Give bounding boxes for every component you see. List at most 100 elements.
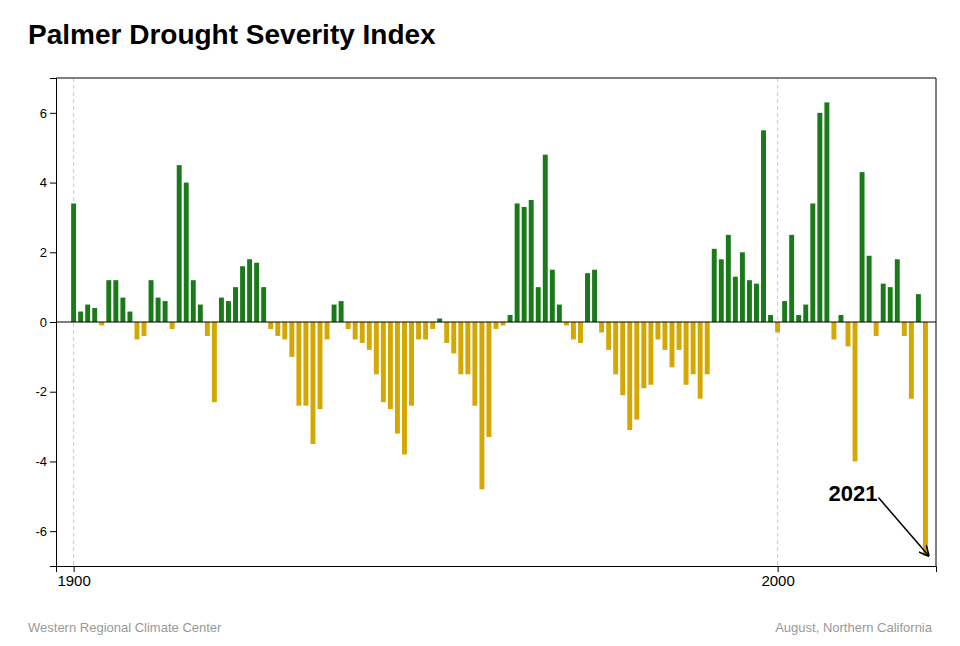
bar <box>501 322 506 325</box>
bar <box>620 322 625 395</box>
bar <box>254 263 259 322</box>
bar <box>437 319 442 322</box>
bar <box>177 165 182 322</box>
bar <box>726 235 731 322</box>
bar <box>353 322 358 339</box>
bar <box>712 249 717 322</box>
bar <box>339 301 344 322</box>
bar <box>332 305 337 322</box>
tick: 4 <box>40 175 56 190</box>
bar <box>170 322 175 329</box>
bar <box>458 322 463 374</box>
frame <box>936 78 937 566</box>
tick-mark <box>50 531 56 532</box>
bar <box>120 298 125 322</box>
x-axis: 19002000 <box>57 566 937 589</box>
bar <box>775 322 780 332</box>
source: Western Regional Climate Center <box>28 620 222 635</box>
bar <box>268 322 273 329</box>
bar <box>705 322 710 374</box>
bar <box>867 256 872 322</box>
bar <box>803 305 808 322</box>
bar <box>860 172 865 322</box>
bar <box>106 280 111 322</box>
bar <box>423 322 428 339</box>
bar <box>662 322 667 350</box>
bar <box>838 315 843 322</box>
bar <box>381 322 386 402</box>
bar <box>134 322 139 339</box>
bar <box>789 235 794 322</box>
bar <box>824 102 829 322</box>
bar <box>409 322 414 406</box>
bar <box>923 322 928 556</box>
bar <box>698 322 703 399</box>
bar <box>282 322 287 339</box>
bar <box>557 305 562 322</box>
bar <box>648 322 653 385</box>
bar <box>374 322 379 374</box>
bar <box>529 200 534 322</box>
bar <box>508 315 513 322</box>
tick: -4 <box>35 454 56 469</box>
bar <box>571 322 576 339</box>
bar <box>71 203 76 322</box>
tick: -2 <box>35 384 56 399</box>
annotation: 2021 <box>828 481 877 506</box>
tick: 1900 <box>57 566 90 589</box>
bar <box>303 322 308 406</box>
bar <box>184 183 189 322</box>
bar <box>754 284 759 322</box>
bar <box>853 322 858 461</box>
title: Palmer Drought Severity Index <box>28 19 436 50</box>
annotation-arrow <box>878 498 928 556</box>
bar <box>163 301 168 322</box>
bar <box>444 322 449 343</box>
bar <box>289 322 294 357</box>
bar <box>318 322 323 409</box>
bars <box>56 102 936 555</box>
bar <box>226 301 231 322</box>
bar <box>388 322 393 409</box>
bar <box>817 113 822 322</box>
bar <box>543 155 548 322</box>
bar <box>796 315 801 322</box>
bar <box>585 273 590 322</box>
bar <box>198 305 203 322</box>
tick-mark <box>50 113 56 114</box>
tick-label: 2 <box>40 245 47 260</box>
tick-label: 1900 <box>57 572 90 589</box>
bar <box>149 280 154 322</box>
bar <box>782 301 787 322</box>
tick-mark <box>50 322 56 323</box>
bar <box>416 322 421 339</box>
bar <box>465 322 470 374</box>
bar <box>613 322 618 374</box>
bar <box>472 322 477 406</box>
bar <box>127 312 132 322</box>
tick: 0 <box>40 315 56 330</box>
bar <box>810 203 815 322</box>
bar <box>451 322 456 353</box>
bar <box>670 322 675 367</box>
bar <box>113 280 118 322</box>
bar <box>909 322 914 399</box>
bar <box>275 322 280 336</box>
bar <box>346 322 351 329</box>
bar <box>85 305 90 322</box>
bar <box>212 322 217 402</box>
tick-label: -4 <box>35 454 47 469</box>
bar <box>606 322 611 350</box>
bar <box>747 280 752 322</box>
bar <box>874 322 879 336</box>
tick-mark <box>50 392 56 393</box>
bar <box>691 322 696 374</box>
bar <box>402 322 407 454</box>
bar <box>395 322 400 434</box>
zero-line <box>56 322 936 323</box>
bar <box>191 280 196 322</box>
bar <box>831 322 836 339</box>
plot-area: 19002000-6-4-202462021 <box>35 78 936 589</box>
bar <box>515 203 520 322</box>
bar <box>430 322 435 329</box>
